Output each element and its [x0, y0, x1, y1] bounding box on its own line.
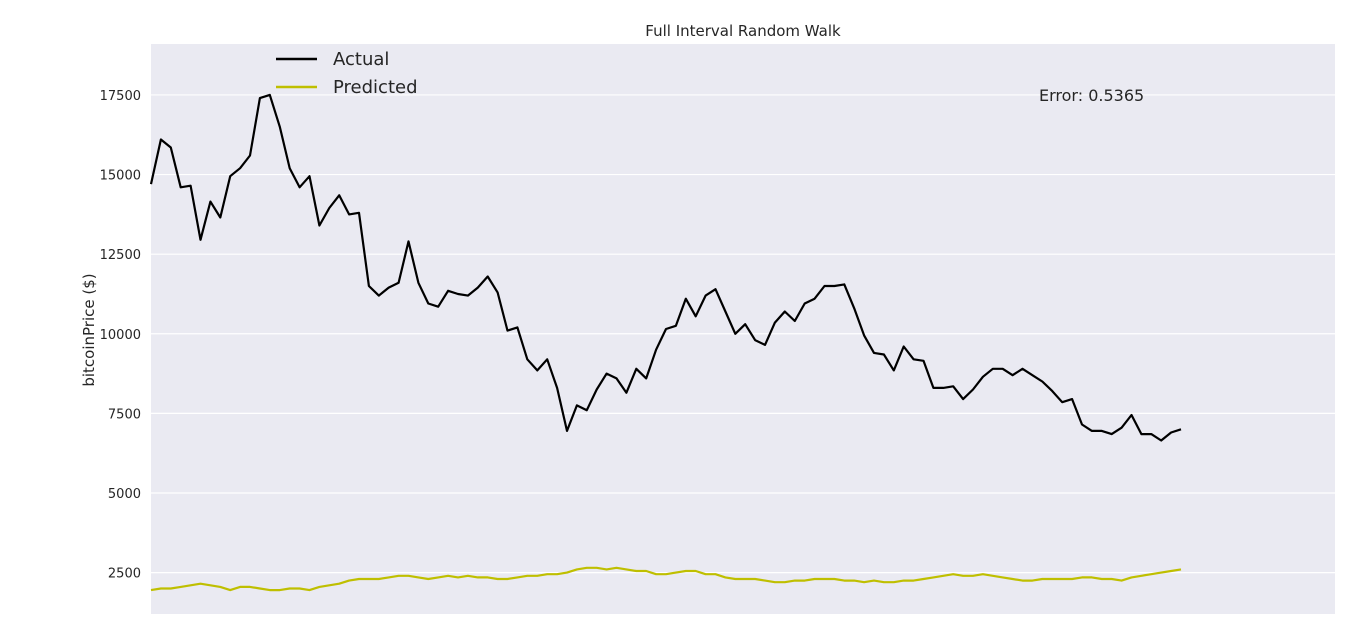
legend: Actual Predicted [276, 49, 418, 98]
series-line-actual [149, 93, 1182, 442]
y-tick-label: 15000 [100, 169, 141, 184]
plot-background [151, 44, 1335, 614]
series-lines [149, 93, 1182, 592]
y-tick-label: 2500 [108, 567, 141, 582]
y-tick-label: 10000 [100, 328, 141, 343]
gridlines [151, 94, 1335, 574]
y-tick-label: 12500 [100, 248, 141, 263]
y-tick-label: 7500 [108, 407, 141, 422]
legend-label-predicted: Predicted [333, 77, 418, 98]
y-axis-label: bitcoinPrice ($) [80, 273, 98, 386]
y-tick-labels: 2500 5000 7500 10000 12500 15000 17500 [100, 89, 141, 582]
y-tick-label: 5000 [108, 487, 141, 502]
legend-label-actual: Actual [333, 49, 389, 70]
error-annotation: Error: 0.5365 [1039, 86, 1144, 105]
y-tick-label: 17500 [100, 89, 141, 104]
series-line-predicted [150, 566, 1182, 592]
chart-title: Full Interval Random Walk [645, 22, 841, 40]
